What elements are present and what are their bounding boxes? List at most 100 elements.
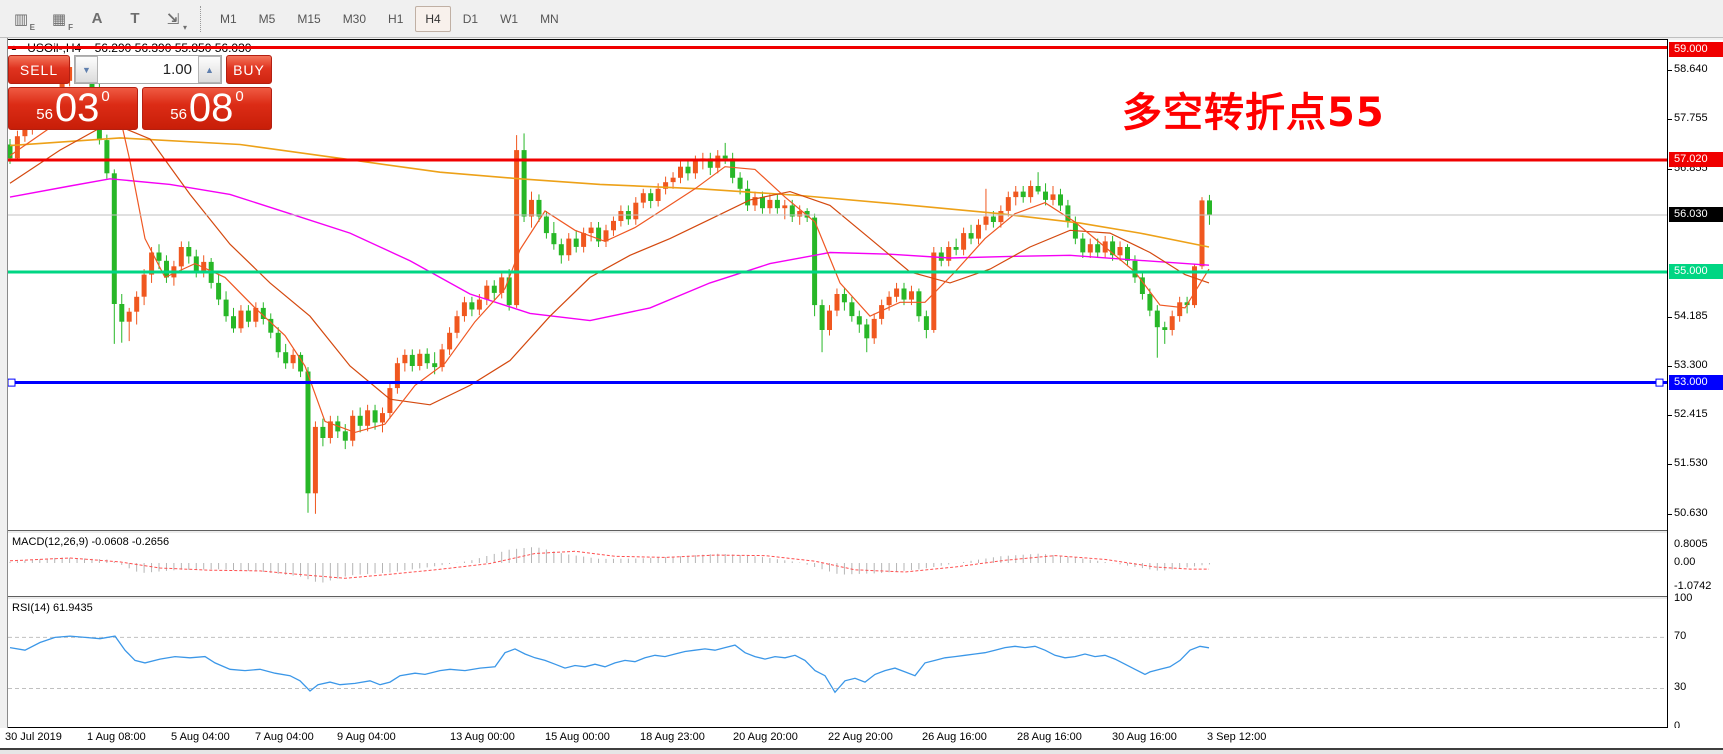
candle-body	[1139, 277, 1145, 294]
candle-body	[260, 307, 266, 319]
timeframe-w1[interactable]: W1	[500, 11, 519, 26]
candle-body	[1043, 191, 1048, 200]
candle-body	[670, 177, 676, 183]
price-tick-label: 53.300	[1674, 359, 1708, 371]
candle-body	[707, 158, 713, 168]
candle-body	[752, 197, 758, 206]
price-tick-label: 52.415	[1674, 408, 1708, 420]
price-badge-59.000: 59.000	[1669, 42, 1723, 58]
date-tick-label: 20 Aug 20:00	[733, 731, 798, 743]
candle-body	[1050, 194, 1056, 200]
line-handle-left[interactable]	[8, 378, 16, 387]
candle-body	[1199, 200, 1205, 267]
timeframe-mn[interactable]: MN	[540, 11, 559, 26]
timeframe-m30[interactable]: M30	[342, 11, 367, 26]
buy-price-main: 08	[188, 86, 234, 130]
candle-body	[685, 166, 691, 174]
sell-price-tile[interactable]: 56 03 0	[8, 87, 138, 130]
candle-body	[1080, 238, 1086, 253]
volume-increase-button[interactable]: ▲	[198, 56, 221, 83]
macd-panel[interactable]	[8, 533, 1667, 596]
timeframe-d1[interactable]: D1	[462, 11, 479, 26]
volume-decrease-button[interactable]: ▼	[75, 56, 98, 83]
candle-body	[283, 352, 289, 364]
candle-body	[298, 354, 304, 372]
indicators-edit-icon[interactable]: ▥ E	[13, 10, 35, 32]
candle-body	[432, 363, 438, 368]
candle-body	[402, 354, 408, 364]
candle-body	[1020, 191, 1026, 198]
price-tick-label: 58.640	[1674, 63, 1708, 76]
price-chart[interactable]	[8, 40, 1667, 530]
date-axis[interactable]: 30 Jul 2019 1 Aug 08:00 5 Aug 04:00 7 Aug 0…	[0, 728, 1723, 748]
candle-body	[596, 227, 602, 242]
resistance-line-59[interactable]	[8, 46, 1667, 49]
date-tick-label: 30 Aug 16:00	[1112, 731, 1177, 743]
candle-body	[424, 353, 430, 364]
candle-body	[611, 220, 616, 231]
candle-body	[655, 188, 661, 201]
chart-top-border	[8, 39, 1668, 40]
toolbar-separator	[200, 5, 201, 32]
candle-body	[1028, 186, 1034, 198]
buy-price-pip: 0	[235, 88, 244, 105]
price-tick-label: 54.185	[1674, 309, 1708, 322]
candle-body	[1065, 205, 1071, 222]
text-box-icon[interactable]: T	[130, 10, 140, 27]
date-tick-label: 28 Aug 16:00	[1017, 731, 1082, 743]
candle-body	[476, 299, 482, 310]
candle-body	[946, 247, 952, 261]
candle-body	[648, 193, 654, 201]
rsi-panel[interactable]	[8, 599, 1667, 727]
candle-body	[231, 316, 236, 329]
candle-body	[849, 302, 855, 317]
price-axis[interactable]: 58.640 57.755 56.855 54.185 53.300 52.415 51.5…	[1667, 40, 1723, 732]
candle-body	[856, 316, 862, 325]
candle-body	[827, 310, 832, 330]
cursor-objects-icon[interactable]: ⇲ ▾	[166, 10, 187, 32]
buy-price-tile[interactable]: 56 08 0	[142, 87, 272, 130]
date-tick-label: 7 Aug 04:00	[255, 731, 314, 743]
date-tick-label: 3 Sep 12:00	[1207, 731, 1267, 743]
candle-body	[1013, 191, 1019, 198]
candle-body	[812, 217, 818, 306]
candle-body	[923, 316, 929, 330]
timeframe-m15[interactable]: M15	[297, 11, 321, 26]
macd-axis-label: 0.8005	[1674, 537, 1708, 550]
timeframe-h4[interactable]: H4	[415, 5, 451, 32]
sell-price-main: 03	[54, 86, 100, 130]
candle-body	[1177, 302, 1183, 317]
candle-body	[536, 199, 542, 217]
date-tick-label: 22 Aug 20:00	[828, 731, 893, 743]
candle-body	[797, 211, 803, 217]
chinese-annotation: 多空转折点55	[1122, 90, 1385, 136]
axis-tick-mark	[1668, 169, 1672, 171]
grid-fibonacci-icon[interactable]: ▦ F	[51, 10, 73, 32]
rsi-axis-label: 0	[1674, 719, 1681, 732]
axis-tick-mark	[1668, 415, 1672, 416]
candle-body	[514, 150, 520, 306]
text-label-icon[interactable]: A	[91, 10, 103, 27]
date-tick-label: 30 Jul 2019	[5, 731, 62, 743]
candle-body	[365, 410, 371, 426]
candle-body	[305, 371, 311, 494]
candle-body	[894, 288, 900, 297]
sell-button[interactable]: SELL	[8, 55, 70, 84]
candle-body	[149, 252, 155, 275]
volume-input[interactable]	[98, 56, 198, 83]
line-handle-right[interactable]	[1655, 378, 1664, 387]
candle-body	[499, 277, 505, 293]
candle-body	[454, 316, 460, 333]
candle-body	[618, 211, 624, 221]
axis-tick-mark	[1668, 316, 1672, 318]
timeframe-m5[interactable]: M5	[258, 11, 276, 26]
trade-controls-row: SELL ▼ ▲ BUY	[8, 55, 272, 84]
candle-body	[372, 410, 378, 423]
timeframe-m1[interactable]: M1	[220, 11, 237, 26]
timeframe-h1[interactable]: H1	[388, 11, 404, 26]
candle-body	[1147, 294, 1153, 311]
candle-body	[871, 318, 877, 339]
buy-button[interactable]: BUY	[226, 55, 272, 84]
candle-body	[1162, 327, 1168, 330]
candle-body	[461, 302, 467, 317]
